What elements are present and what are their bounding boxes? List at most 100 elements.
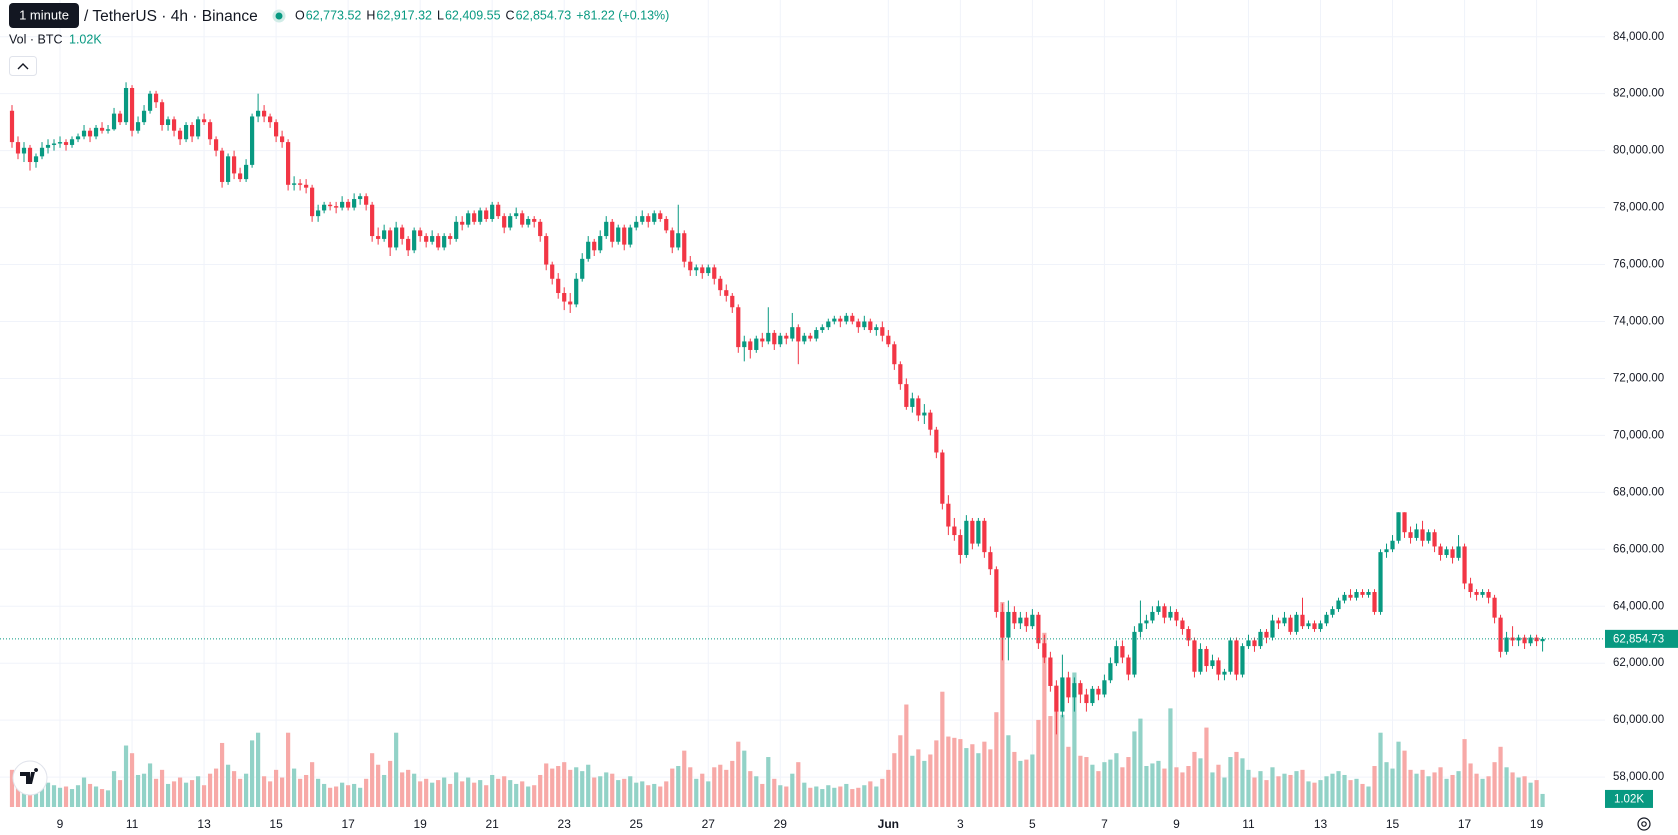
candle-body <box>658 213 663 219</box>
volume-bar <box>988 749 993 807</box>
volume-bar <box>634 782 639 807</box>
candle-body <box>676 233 681 248</box>
volume-bar <box>1456 771 1461 807</box>
volume-value: 1.02K <box>69 32 102 46</box>
volume-bar <box>316 778 321 807</box>
candle-body <box>592 241 597 251</box>
candle-body <box>886 335 891 345</box>
volume-bar <box>748 771 753 807</box>
candle-body <box>9 110 15 143</box>
volume-bar <box>111 771 117 807</box>
volume-bar <box>1204 727 1209 807</box>
candle-body <box>352 199 357 208</box>
axes: 58,000.00 60,000.00 62,000.00 64,000.00 66,0… <box>0 31 1678 831</box>
volume-bar <box>1150 763 1155 807</box>
volume-bar <box>808 787 813 807</box>
volume-bar <box>346 785 351 807</box>
volume-bar <box>826 785 831 807</box>
candle-body <box>970 520 975 544</box>
candle-body <box>1288 617 1293 632</box>
last-price-label: 62,854.73 <box>1613 633 1664 645</box>
volume-bar <box>1354 778 1359 807</box>
candle-body <box>1462 546 1467 584</box>
candle-body <box>1228 640 1233 672</box>
candle-body <box>1456 546 1461 558</box>
volume-bar <box>472 782 477 807</box>
candle-body <box>784 335 789 339</box>
last-price-badge <box>1605 629 1678 648</box>
volume-bar <box>778 785 783 807</box>
settings-icon[interactable] <box>1637 817 1651 831</box>
volume-bar <box>556 766 561 807</box>
volume-bar <box>958 739 963 807</box>
candle-body <box>298 183 303 185</box>
volume-bar <box>754 776 759 807</box>
volume-bar <box>1342 774 1347 807</box>
volume-bar <box>1264 780 1269 807</box>
candle-body <box>1522 637 1527 644</box>
volume-bar <box>1180 772 1185 807</box>
volume-bar <box>147 763 153 807</box>
volume-bar <box>832 787 837 807</box>
candle-body <box>898 364 903 385</box>
y-tick-label: 60,000.00 <box>1613 714 1664 726</box>
x-tick-label: 15 <box>269 817 283 831</box>
volume-bar <box>243 773 249 807</box>
x-tick-label: 21 <box>486 817 500 831</box>
collapse-button[interactable] <box>9 56 37 76</box>
y-tick-label: 70,000.00 <box>1613 429 1664 441</box>
candle-body <box>1102 680 1107 695</box>
volume-bar <box>1042 632 1047 807</box>
candle-body <box>63 142 69 145</box>
volume-bar <box>1348 780 1353 807</box>
volume-bar <box>982 741 987 807</box>
volume-bar <box>340 782 345 807</box>
candle-body <box>694 267 699 271</box>
tooltip: 1 minute <box>19 7 69 22</box>
volume-bar <box>856 787 861 807</box>
volume-bar <box>177 777 183 807</box>
candle-body <box>826 321 831 328</box>
candle-body <box>862 321 867 328</box>
x-tick-label: 13 <box>197 817 211 831</box>
volume-bar <box>1270 767 1275 807</box>
y-tick-label: 82,000.00 <box>1613 88 1664 100</box>
volume-bar <box>1138 718 1143 807</box>
volume-bar <box>63 786 69 807</box>
candle-body <box>93 127 99 137</box>
candle-body <box>604 221 609 237</box>
volume-bar <box>1288 774 1293 807</box>
x-tick-label: 5 <box>1029 817 1036 831</box>
legend-change: +81.22 (+0.13%) <box>576 8 669 22</box>
volume-bar <box>646 785 651 807</box>
candle-body <box>153 93 159 103</box>
candle-body <box>1378 552 1383 612</box>
candle-body <box>1240 646 1245 675</box>
volume-bar <box>1378 732 1383 807</box>
volume-bar <box>1336 771 1341 807</box>
volume-bar <box>201 785 207 807</box>
candle-body <box>1024 617 1029 627</box>
volume-bar <box>430 782 435 807</box>
volume-bar <box>616 780 621 807</box>
volume-bar <box>123 745 129 807</box>
volume-bar <box>165 783 171 807</box>
volume-bar <box>159 769 165 807</box>
candle-body <box>796 327 801 342</box>
volume-bar <box>231 771 237 807</box>
candle-body <box>928 412 933 430</box>
volume-bar <box>478 780 483 807</box>
candle-body <box>105 129 111 131</box>
candle-body <box>1252 640 1257 647</box>
candle-body <box>1402 512 1407 533</box>
volume-bar <box>1000 602 1005 807</box>
volume-bar <box>1510 772 1515 807</box>
volume-bar <box>1156 760 1161 807</box>
candle-body <box>15 142 21 154</box>
volume-bar <box>712 767 717 807</box>
legend-key: O <box>295 8 305 22</box>
volume-bar <box>51 785 57 807</box>
volume-bar <box>213 768 219 807</box>
candle-body <box>772 332 777 345</box>
volume-bar <box>1066 746 1071 807</box>
